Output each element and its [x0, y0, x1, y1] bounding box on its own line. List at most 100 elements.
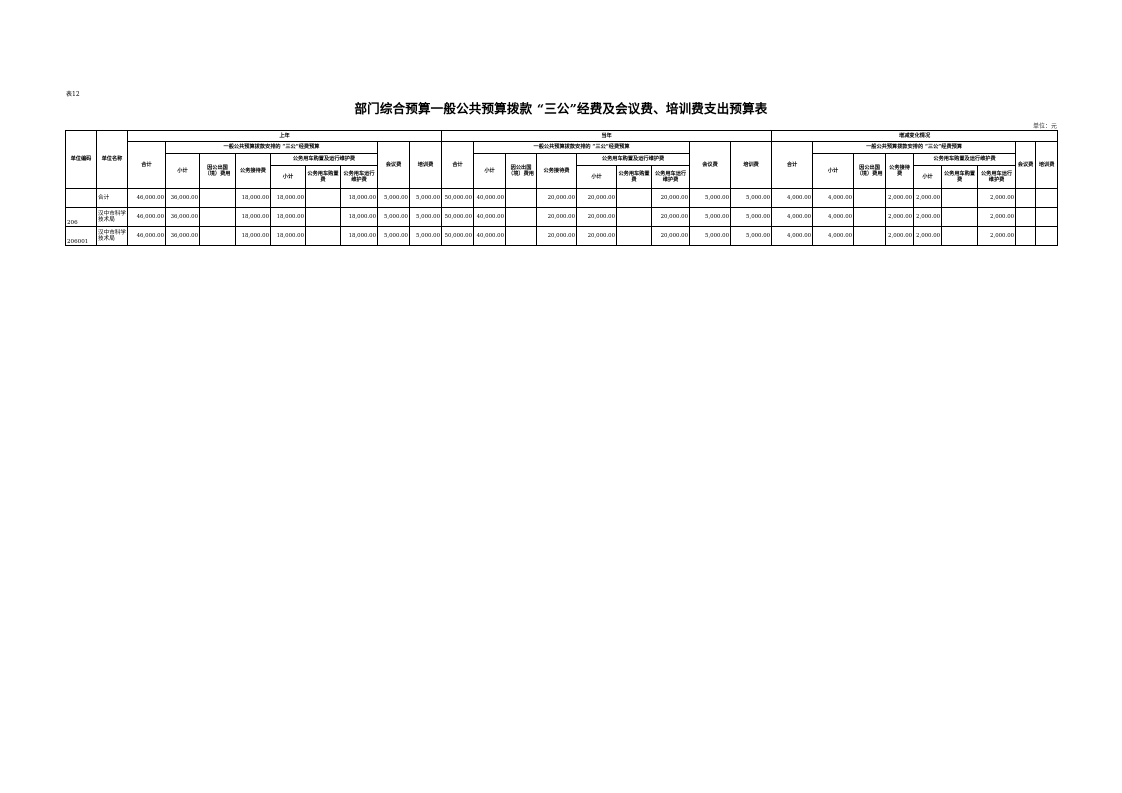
value-cell: 36,000.00	[165, 207, 200, 227]
value-cell: 5,000.00	[408, 188, 443, 208]
value-cell: 2,000.00	[913, 207, 943, 227]
header-group: 增减变化情况	[771, 130, 1059, 142]
value-cell: 20,000.00	[536, 207, 578, 227]
header-training: 培训费	[730, 141, 773, 189]
value-cell: 4,000.00	[812, 188, 855, 208]
header-total: 合计	[441, 141, 475, 189]
value-cell: 18,000.00	[340, 207, 378, 227]
header-vehicle: 公务用车购置及运行维护费	[270, 153, 378, 166]
value-cell	[305, 188, 341, 208]
header-sangong: 一般公共预算拨款安排的 “三公”经费预算	[812, 141, 1017, 154]
unit-code-cell	[65, 188, 97, 208]
value-cell	[616, 207, 653, 227]
header-unit-name: 单位名称	[96, 130, 128, 189]
value-cell	[853, 226, 887, 246]
value-cell: 18,000.00	[235, 207, 271, 227]
header-meeting: 会议费	[1015, 141, 1037, 189]
header-total: 合计	[127, 141, 166, 189]
header-subtotal: 小计	[473, 153, 507, 189]
value-cell	[199, 188, 236, 208]
header-reception: 公务接待费	[536, 153, 578, 189]
header-vehicle: 公务用车购置及运行维护费	[576, 153, 691, 166]
value-cell: 4,000.00	[771, 226, 814, 246]
header-vehicle-purchase: 公务用车购置费	[941, 165, 979, 189]
value-cell: 18,000.00	[270, 188, 306, 208]
value-cell: 5,000.00	[730, 207, 773, 227]
value-cell: 4,000.00	[771, 207, 814, 227]
header-vehicle-operation: 公务用车运行维护费	[977, 165, 1017, 189]
value-cell: 40,000.00	[473, 188, 507, 208]
value-cell	[1015, 188, 1037, 208]
unit-name-cell: 合计	[96, 188, 128, 208]
header-vehicle: 公务用车购置及运行维护费	[913, 153, 1017, 166]
value-cell: 18,000.00	[340, 226, 378, 246]
header-row: 合计 一般公共预算拨款安排的 “三公”经费预算 会议费 培训费 合计 一般公共预算拨款安排…	[66, 141, 1059, 189]
table-number: 表12	[66, 91, 80, 98]
header-reception: 公务接待费	[235, 153, 271, 189]
value-cell	[1015, 207, 1037, 227]
value-cell	[305, 207, 341, 227]
unit-code-cell: 206	[65, 207, 97, 227]
header-group: 上年	[126, 130, 443, 142]
value-cell: 5,000.00	[730, 188, 773, 208]
value-cell: 18,000.00	[235, 226, 271, 246]
unit-name-cell: 汉中市科学技术局	[96, 226, 128, 246]
page-title: 部门综合预算一般公共预算拨款 “三公”经费及会议费、培训费支出预算表	[354, 101, 768, 116]
value-cell: 20,000.00	[651, 188, 691, 208]
header-unit-code: 单位编码	[65, 130, 97, 189]
value-cell: 20,000.00	[536, 226, 578, 246]
budget-table: 单位编码 单位名称 上年 当年 增减变化情况 合计 一般公共预算拨款安排的 “三公”经费预算…	[65, 130, 1059, 246]
header-vehicle-subtotal: 小计	[576, 165, 618, 189]
value-cell: 5,000.00	[408, 226, 443, 246]
header-vehicle-operation: 公务用车运行维护费	[340, 165, 378, 189]
value-cell: 4,000.00	[812, 226, 855, 246]
value-cell: 46,000.00	[127, 188, 166, 208]
value-cell: 20,000.00	[536, 188, 578, 208]
table-row: 206 汉中市科学技术局 46,000.00 36,000.00 18,000.00 18…	[65, 207, 1059, 227]
header-vehicle-subtotal: 小计	[270, 165, 306, 189]
value-cell: 2,000.00	[977, 207, 1017, 227]
value-cell	[853, 207, 887, 227]
value-cell	[199, 207, 236, 227]
header-sangong: 一般公共预算拨款安排的 “三公”经费预算	[165, 141, 378, 154]
value-cell	[853, 188, 887, 208]
value-cell: 20,000.00	[651, 226, 691, 246]
value-cell	[199, 226, 236, 246]
value-cell	[505, 188, 538, 208]
value-cell: 36,000.00	[165, 188, 200, 208]
value-cell: 20,000.00	[576, 226, 618, 246]
value-cell: 50,000.00	[441, 207, 475, 227]
value-cell	[1035, 226, 1059, 246]
header-group: 当年	[441, 130, 773, 142]
value-cell: 4,000.00	[771, 188, 814, 208]
header-row: 小计 因公出国（境）费用 公务接待费 公务用车购置及运行维护费 小计 因公出国（境）费用公…	[66, 153, 1058, 189]
value-cell: 40,000.00	[473, 226, 507, 246]
value-cell: 4,000.00	[812, 207, 855, 227]
value-cell: 5,000.00	[377, 226, 410, 246]
value-cell	[1035, 188, 1059, 208]
value-cell: 2,000.00	[885, 188, 915, 208]
table-row: 合计 46,000.00 36,000.00 18,000.00 18,000.00 18…	[65, 188, 1059, 208]
header-abroad: 因公出国（境）费用	[853, 153, 887, 189]
value-cell	[305, 226, 341, 246]
header-reception: 公务接待费	[885, 153, 915, 189]
header-subtotal: 小计	[165, 153, 200, 189]
value-cell	[941, 188, 979, 208]
header-meeting: 会议费	[689, 141, 732, 189]
value-cell: 18,000.00	[270, 207, 306, 227]
value-cell: 5,000.00	[730, 226, 773, 246]
value-cell	[941, 226, 979, 246]
unit-code-cell: 206001	[65, 226, 97, 246]
value-cell: 36,000.00	[165, 226, 200, 246]
unit-name-cell: 汉中市科学技术局	[96, 207, 128, 227]
header-vehicle-purchase: 公务用车购置费	[616, 165, 653, 189]
header-training: 培训费	[1035, 141, 1059, 189]
value-cell: 46,000.00	[127, 207, 166, 227]
value-cell: 20,000.00	[576, 207, 618, 227]
header-total: 合计	[771, 141, 814, 189]
header-vehicle-subtotal: 小计	[913, 165, 943, 189]
value-cell: 18,000.00	[340, 188, 378, 208]
header-training: 培训费	[408, 141, 443, 189]
table-row: 206001 汉中市科学技术局 46,000.00 36,000.00 18,000.0…	[65, 226, 1059, 246]
unit-label: 单位：元	[1032, 123, 1057, 130]
